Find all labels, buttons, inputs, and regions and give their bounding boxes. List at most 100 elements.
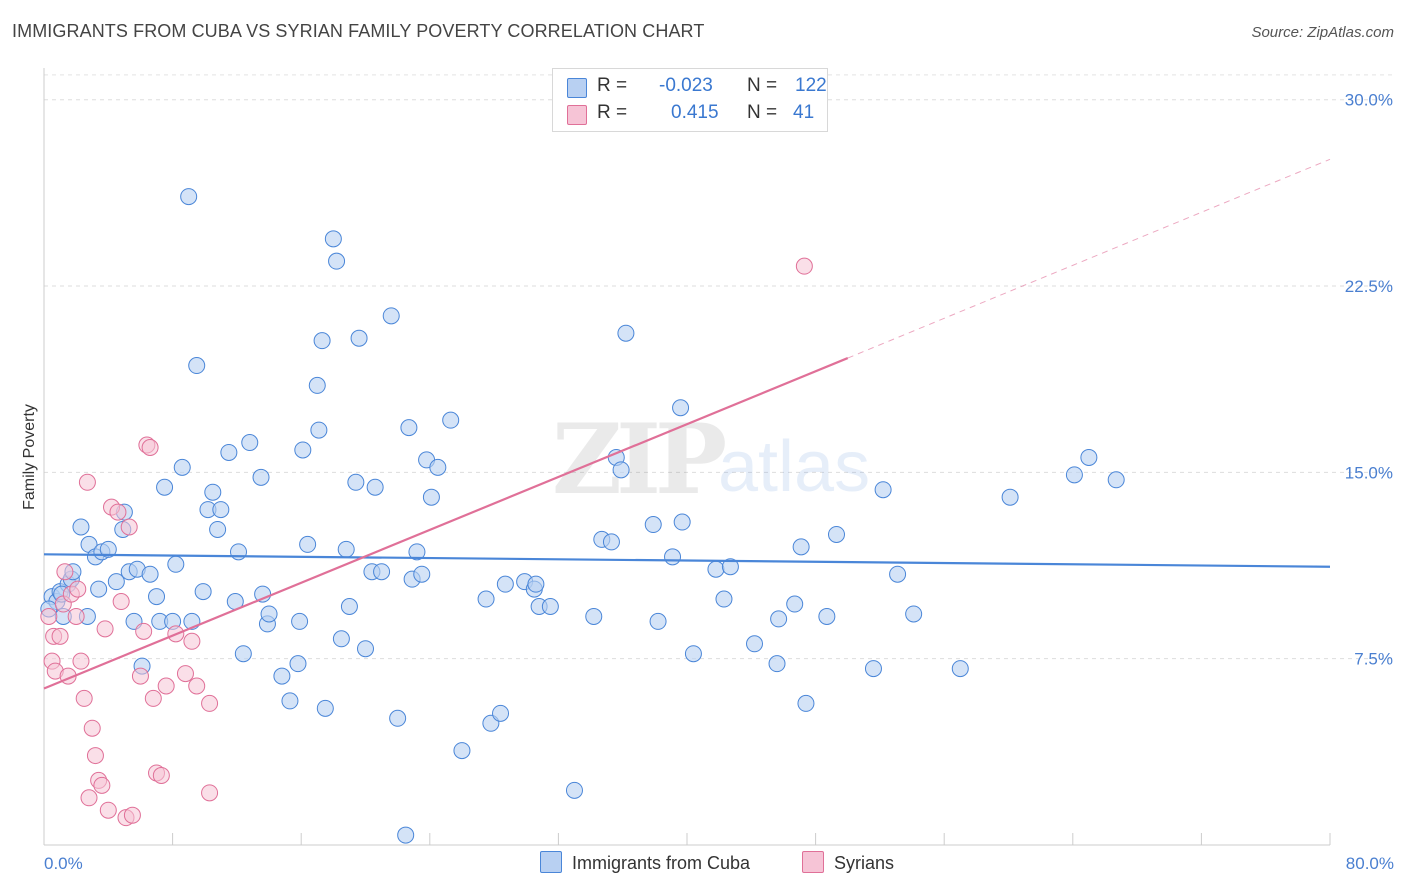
syrians-point: [109, 503, 127, 521]
cuba-point: [1080, 448, 1098, 466]
cuba-point: [905, 605, 923, 623]
syrians-point: [72, 652, 90, 670]
cuba-point: [1001, 488, 1019, 506]
cuba-point: [792, 538, 810, 556]
cuba-point: [252, 468, 270, 486]
cuba-point: [408, 543, 426, 561]
trend-lines: [43, 158, 1331, 690]
cuba-point: [212, 501, 230, 519]
cuba-point: [397, 826, 415, 844]
syrians-point: [80, 789, 98, 807]
cuba-point: [617, 324, 635, 342]
cuba-point: [289, 655, 307, 673]
cuba-trend-line: [43, 553, 1331, 568]
syrians-point: [183, 632, 201, 650]
syrians-point: [141, 439, 159, 456]
syrians-trend-line: [43, 357, 849, 690]
cuba-point: [366, 478, 384, 496]
cuba-point: [768, 655, 786, 673]
cuba-point: [173, 458, 191, 476]
cuba-point: [673, 513, 691, 531]
cuba-point: [527, 575, 545, 593]
cuba-point: [167, 555, 185, 573]
cuba-point: [382, 307, 400, 325]
legend-r-label: R =: [597, 102, 628, 123]
syrians-point: [67, 607, 85, 625]
cuba-point: [373, 563, 391, 581]
syrians-point: [131, 667, 149, 685]
cuba-point: [746, 635, 764, 653]
cuba-point: [357, 640, 374, 658]
cuba-point: [442, 411, 460, 429]
cuba-point: [350, 329, 368, 347]
cuba-point: [316, 699, 334, 717]
cuba-point: [770, 610, 788, 628]
cuba-point: [453, 742, 471, 760]
syrians-point: [135, 622, 153, 640]
cuba-point: [332, 630, 350, 648]
cuba-point: [180, 188, 198, 206]
syrians-point: [56, 563, 74, 581]
cuba-point: [90, 580, 108, 598]
cuba-point: [612, 461, 630, 479]
source-note: Source: ZipAtlas.com: [1251, 24, 1394, 41]
cuba-point: [294, 441, 312, 459]
syrians-point: [86, 747, 104, 765]
cuba-point: [649, 612, 667, 630]
syrians-trend-extension: [847, 158, 1331, 359]
legend-swatch-syrians: [567, 105, 587, 125]
legend-r-label: R =: [597, 75, 628, 96]
syrians-point: [78, 473, 96, 491]
syrians-point: [176, 665, 194, 683]
legend-r-value: -0.023: [659, 75, 713, 96]
cuba-point: [194, 583, 212, 601]
syrians-point: [120, 518, 138, 536]
x-axis-ticks: [43, 833, 1331, 845]
cuba-point: [156, 478, 174, 496]
syrians-point: [75, 689, 93, 707]
cuba-point: [707, 560, 725, 578]
bottom-legend-swatch-cuba: [540, 851, 562, 873]
cuba-point: [148, 588, 166, 606]
syrians-point: [795, 257, 813, 275]
cuba-point: [230, 543, 248, 561]
cuba-point: [565, 781, 583, 799]
x-tick-label-max: 80.0%: [1346, 854, 1394, 873]
cuba-point: [797, 694, 815, 712]
svg-text:atlas: atlas: [718, 427, 870, 507]
cuba-point: [220, 443, 238, 461]
cuba-point: [864, 660, 882, 678]
y-tick-label: 22.5%: [1345, 277, 1393, 296]
syrians-point: [93, 776, 111, 794]
syrians-point: [152, 766, 170, 784]
cuba-point: [602, 533, 620, 551]
cuba-point: [337, 540, 355, 558]
cuba-point: [72, 518, 90, 536]
cuba-point: [496, 575, 514, 593]
cuba-point: [818, 607, 836, 625]
cuba-point: [429, 458, 447, 476]
cuba-point: [107, 573, 125, 591]
cuba-point: [951, 660, 969, 678]
y-axis-tick-labels: 7.5% 15.0% 22.5% 30.0%: [1345, 91, 1393, 669]
bottom-legend-syrians: Syrians: [802, 851, 894, 874]
cuba-point: [188, 357, 206, 375]
cuba-point: [347, 473, 365, 491]
cuba-point: [684, 645, 702, 663]
cuba-point: [400, 419, 418, 437]
cuba-point: [310, 421, 328, 439]
syrians-point: [40, 607, 58, 625]
cuba-point: [273, 667, 291, 685]
cuba-point: [422, 488, 440, 506]
cuba-point: [340, 598, 358, 615]
cuba-point: [99, 540, 117, 558]
cuba-point: [299, 535, 317, 553]
legend-n-label: N =: [747, 102, 778, 123]
y-axis-label: Family Poverty: [21, 404, 38, 510]
syrians-point: [83, 719, 101, 737]
cuba-point: [874, 481, 892, 499]
legend-n-value: 41: [793, 102, 815, 123]
bottom-legend-swatch-syrians: [802, 851, 824, 873]
chart-title: IMMIGRANTS FROM CUBA VS SYRIAN FAMILY PO…: [12, 21, 705, 41]
